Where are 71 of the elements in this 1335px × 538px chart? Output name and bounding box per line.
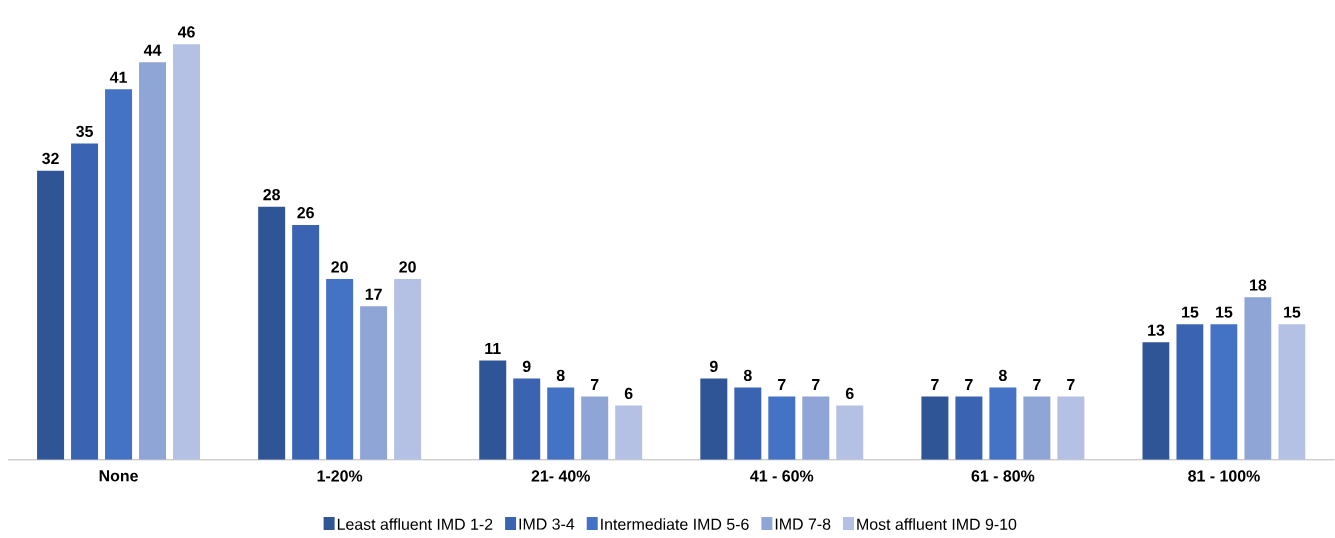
bar	[921, 396, 949, 460]
data-label: 7	[778, 379, 786, 391]
data-label: 18	[1250, 279, 1267, 291]
x-tick-label: 41 - 60%	[750, 470, 814, 482]
bar	[1057, 396, 1085, 460]
bar	[105, 89, 133, 460]
bar	[37, 170, 65, 460]
bar	[326, 279, 354, 460]
data-label: 26	[297, 207, 314, 219]
data-label: 15	[1284, 306, 1301, 318]
bar	[955, 396, 983, 460]
bar	[615, 405, 643, 460]
data-label: 7	[931, 379, 939, 391]
data-label: 6	[624, 387, 633, 400]
data-label: 8	[998, 369, 1007, 382]
data-label: 8	[556, 369, 565, 382]
data-label: 9	[522, 360, 531, 373]
bar	[1244, 297, 1272, 460]
bar	[802, 396, 830, 460]
bar	[700, 378, 728, 460]
data-label: 20	[331, 261, 348, 273]
bar	[768, 396, 796, 460]
data-label: 41	[109, 71, 127, 83]
data-label: 7	[590, 379, 599, 391]
legend-label: Most affluent IMD 9-10	[857, 518, 1017, 531]
bar	[173, 44, 201, 460]
data-label: 32	[42, 152, 59, 165]
bar	[139, 62, 167, 460]
data-label: 28	[263, 189, 281, 201]
bar	[1023, 396, 1051, 460]
data-label: 15	[1216, 306, 1233, 318]
x-tick-label: 61 - 80%	[971, 470, 1035, 482]
data-label: 9	[709, 360, 718, 373]
bar	[836, 405, 864, 460]
bar	[513, 378, 541, 460]
data-label: 7	[812, 379, 820, 391]
data-label: 11	[485, 343, 501, 355]
bar	[989, 387, 1017, 460]
data-label: 8	[743, 369, 752, 382]
data-label: 46	[177, 26, 195, 38]
data-label: 6	[845, 387, 854, 400]
data-label: 13	[1148, 324, 1165, 336]
legend-label: Intermediate IMD 5-6	[601, 518, 749, 531]
bar	[394, 279, 422, 460]
bar	[479, 360, 507, 460]
data-label: 44	[143, 44, 162, 56]
data-label: 15	[1182, 306, 1199, 318]
legend-label: Least affluent IMD 1-2	[337, 518, 493, 531]
data-label: 7	[1067, 379, 1075, 391]
x-tick-label: 81 - 100%	[1188, 470, 1260, 482]
bar	[581, 396, 609, 460]
bar	[1278, 324, 1306, 460]
bar	[360, 306, 388, 460]
bar	[547, 387, 575, 460]
data-label: 7	[965, 379, 973, 391]
data-label: 17	[365, 288, 382, 300]
legend-label: IMD 7-8	[775, 518, 831, 530]
x-tick-label: 21- 40%	[531, 470, 590, 482]
bar	[71, 143, 99, 460]
bar	[1176, 324, 1204, 460]
x-tick-label: 1-20%	[317, 470, 363, 482]
bar	[258, 206, 286, 460]
data-label: 20	[399, 261, 416, 273]
bar	[292, 224, 320, 460]
legend-label: IMD 3-4	[519, 518, 575, 530]
x-tick-label: None	[99, 470, 138, 482]
data-label: 35	[76, 125, 93, 138]
data-label: 7	[1033, 379, 1041, 391]
bar	[1142, 342, 1170, 460]
bar	[1210, 324, 1238, 460]
bar	[734, 387, 762, 460]
